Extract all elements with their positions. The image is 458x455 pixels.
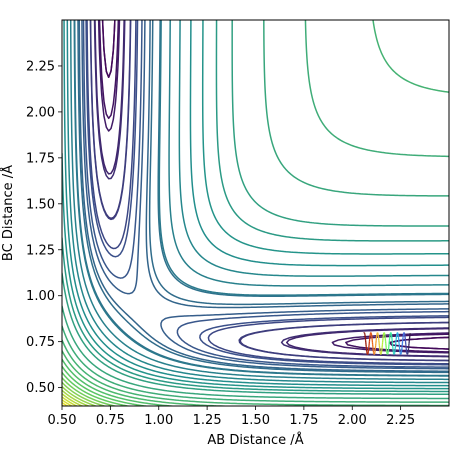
x-axis-ticks: 0.50 0.75 1.00 1.25 1.50 1.75 2.00 2.25	[48, 406, 415, 428]
contour-level	[62, 385, 99, 406]
contour-level	[62, 20, 449, 390]
contour-level	[101, 20, 449, 350]
x-tick-label: 0.50	[48, 413, 77, 428]
contour-level	[62, 349, 242, 406]
contour-level	[78, 20, 449, 372]
contour-level	[62, 20, 449, 395]
x-tick-label: 1.25	[193, 413, 222, 428]
y-axis-ticks: 0.50 0.75 1.00 1.25 1.50 1.75 2.00 2.25	[26, 59, 62, 396]
x-tick-label: 1.50	[241, 413, 270, 428]
contour-level	[81, 20, 449, 370]
y-tick-label: 2.00	[26, 105, 55, 120]
contour-level	[98, 20, 449, 353]
y-tick-label: 1.25	[26, 243, 55, 258]
contour-level	[62, 20, 449, 393]
contour-level	[62, 381, 107, 406]
contour-level	[62, 393, 85, 406]
contour-level	[62, 371, 132, 406]
contour-level	[82, 20, 449, 368]
x-tick-label: 2.00	[338, 413, 367, 428]
trajectory	[363, 331, 411, 356]
y-tick-label: 1.50	[26, 197, 55, 212]
contour-level	[62, 376, 118, 406]
x-tick-label: 0.75	[96, 413, 125, 428]
contour-level	[62, 20, 449, 406]
contour-level	[62, 20, 449, 403]
x-axis-label: AB Distance /Å	[207, 432, 303, 448]
x-tick-label: 1.00	[144, 413, 173, 428]
y-tick-label: 1.00	[26, 289, 55, 304]
y-axis-label: BC Distance /Å	[0, 165, 16, 261]
contour-level	[62, 399, 74, 406]
contour-level	[89, 20, 449, 362]
contour-level	[93, 20, 449, 358]
plot-area	[62, 20, 449, 406]
y-tick-label: 2.25	[26, 59, 55, 74]
y-tick-label: 0.75	[26, 335, 55, 350]
contour-level	[62, 358, 180, 406]
contour-level	[63, 20, 449, 387]
contour-level	[85, 20, 449, 366]
contour-lines	[62, 20, 449, 406]
y-tick-label: 1.75	[26, 151, 55, 166]
contour-level	[62, 396, 79, 406]
contour-level	[69, 20, 449, 381]
contour-level	[62, 401, 69, 406]
contour-level	[86, 20, 449, 365]
x-tick-label: 1.75	[289, 413, 318, 428]
contour-level	[77, 20, 449, 374]
y-tick-label: 0.50	[26, 381, 55, 396]
contour-level	[66, 20, 449, 384]
contour-level	[62, 389, 91, 406]
contour-level	[73, 20, 449, 377]
x-tick-label: 2.25	[386, 413, 415, 428]
